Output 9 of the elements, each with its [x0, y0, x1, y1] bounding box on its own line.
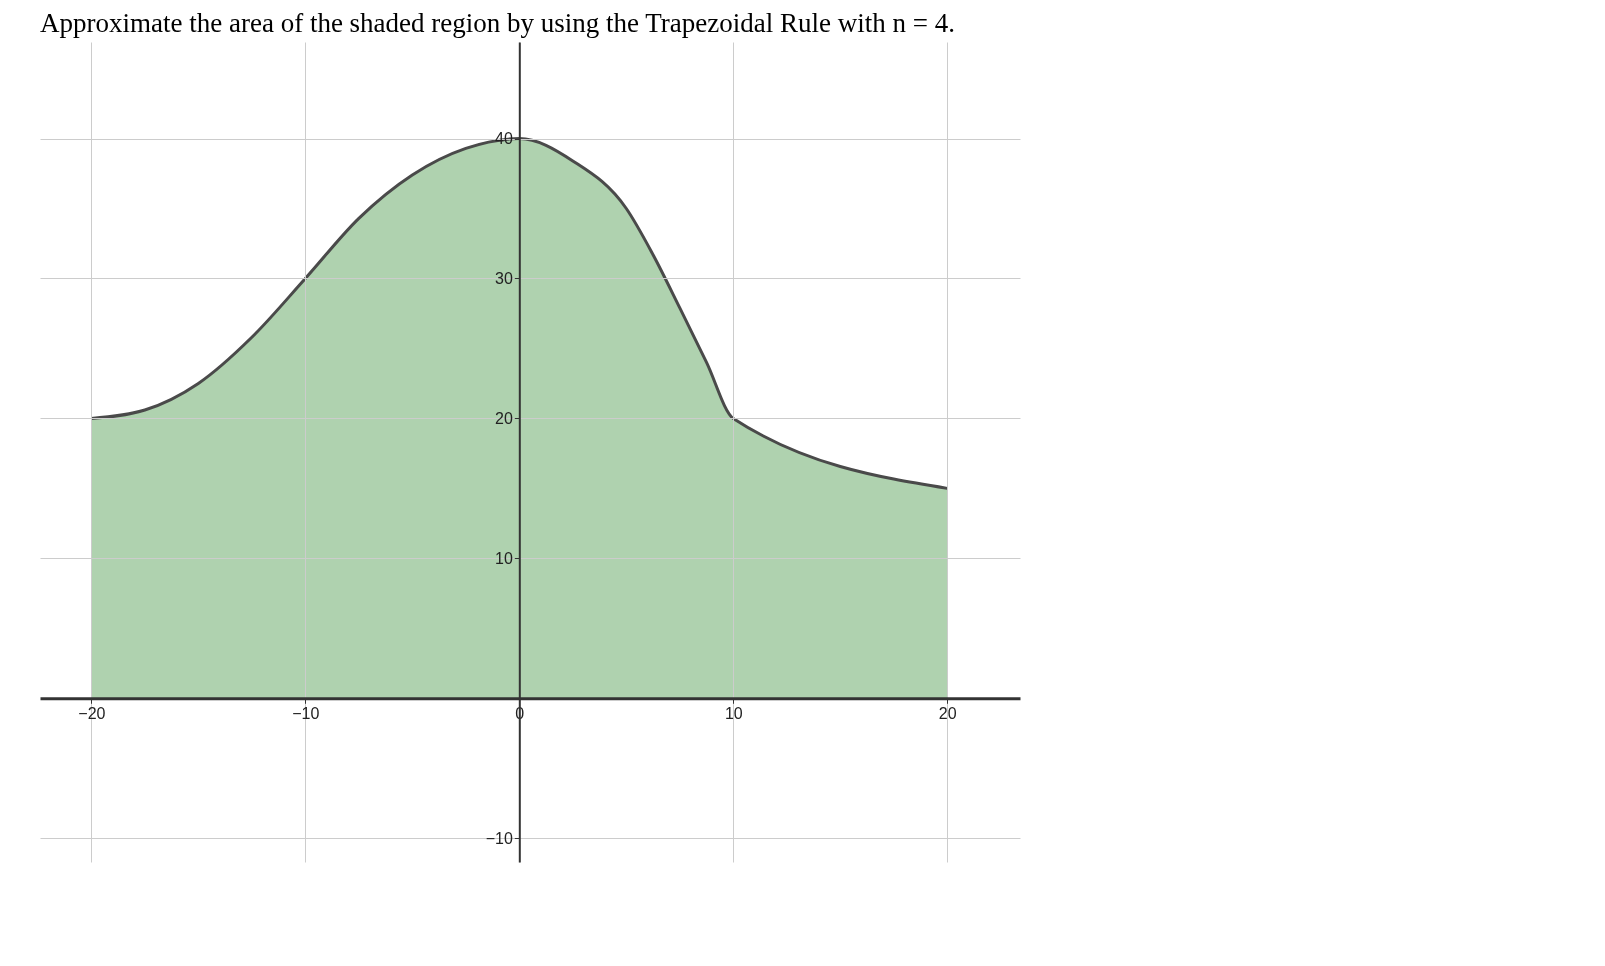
y-tick-label: 20 [495, 409, 513, 427]
x-tick-label: 20 [938, 704, 957, 722]
x-tick-label: −20 [78, 704, 106, 722]
chart-title: Approximate the area of the shaded region by using the Trapezoidal Rule with n = 4. [40, 8, 956, 38]
y-tick-label: 30 [495, 269, 513, 287]
y-tick-label: −10 [485, 829, 513, 847]
x-tick-label: 10 [724, 704, 743, 722]
x-tick-label: −10 [292, 704, 320, 722]
y-tick-label: 10 [495, 549, 513, 567]
